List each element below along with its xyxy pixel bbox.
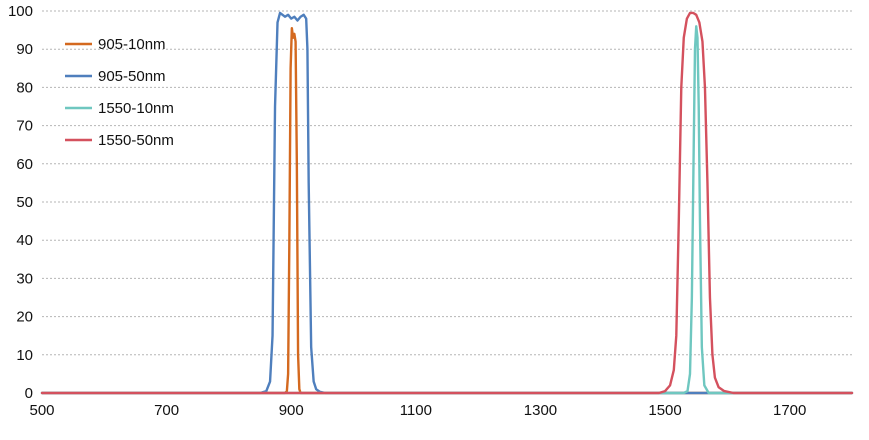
y-tick-label: 70 [16,118,33,135]
y-tick-label: 100 [8,3,33,20]
series-lines [40,11,854,395]
series-line-1550-10nm [40,25,854,395]
legend: 905-10nm 905-50nm 1550-10nm 1550-50nm [65,36,174,149]
series-line-905-50nm [40,11,854,395]
y-tick-label: 20 [16,309,33,326]
grid-lines [42,10,852,356]
series-line-1550-50nm [40,11,854,395]
y-tick-label: 10 [16,347,33,364]
legend-label: 905-10nm [98,36,166,53]
x-tick-label: 1300 [524,402,557,419]
x-tick-label: 1700 [773,402,806,419]
y-tick-label: 0 [25,385,33,402]
y-tick-label: 40 [16,232,33,249]
y-tick-label: 80 [16,79,33,96]
legend-label: 1550-10nm [98,100,174,117]
legend-label: 905-50nm [98,68,166,85]
y-tick-label: 90 [16,41,33,58]
y-tick-label: 60 [16,156,33,173]
x-tick-labels: 500 700 900 1100 1300 1500 1700 [29,402,806,419]
x-tick-label: 1500 [648,402,681,419]
x-tick-label: 900 [279,402,304,419]
y-tick-label: 50 [16,194,33,211]
series-line-905-10nm [40,26,854,395]
x-tick-label: 1100 [400,402,432,419]
legend-label: 1550-50nm [98,132,174,149]
y-tick-labels: 0 10 20 30 40 50 60 70 80 90 100 [8,3,33,402]
x-tick-label: 700 [154,402,179,419]
y-tick-label: 30 [16,270,33,287]
x-tick-label: 500 [29,402,54,419]
